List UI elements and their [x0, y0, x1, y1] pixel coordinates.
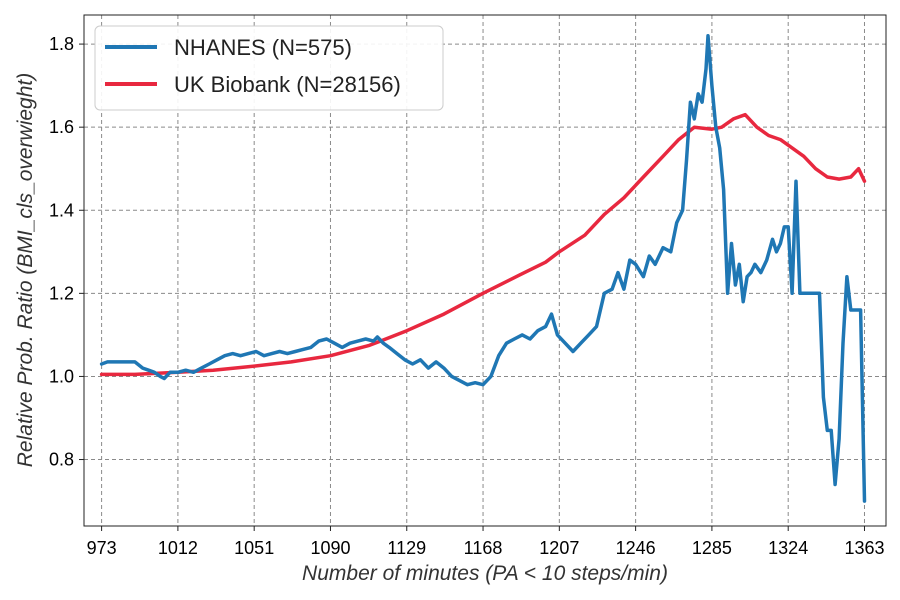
x-tick-label: 1129	[387, 538, 426, 558]
x-tick-label: 1168	[464, 538, 503, 558]
y-tick-label: 1.4	[49, 200, 74, 220]
x-tick-label: 1012	[158, 538, 198, 558]
y-tick-label: 0.8	[49, 450, 74, 470]
x-tick-label: 1285	[692, 538, 732, 558]
series-line-nhanes	[99, 34, 867, 503]
x-tick-label: 1051	[234, 538, 274, 558]
legend-label-nhanes: NHANES (N=575)	[174, 35, 352, 60]
x-tick-label: 1246	[616, 538, 656, 558]
series-line-ukbiobank	[99, 112, 867, 377]
x-tick-label: 1207	[539, 538, 579, 558]
plot-frame	[83, 14, 887, 527]
legend-label-ukbiobank: UK Biobank (N=28156)	[174, 72, 401, 97]
legend: NHANES (N=575) UK Biobank (N=28156)	[94, 25, 444, 111]
y-tick-label: 1.8	[49, 34, 74, 54]
x-tick-label: 1324	[768, 538, 808, 558]
series-lines	[99, 34, 867, 503]
y-tick-label: 1.2	[49, 283, 74, 303]
x-axis-title: Number of minutes (PA < 10 steps/min)	[302, 562, 668, 585]
x-tick-label: 1363	[844, 538, 884, 558]
x-axis-ticks: 973 1012 1051 1090 1129 1168 1207 1246 1285 1324 1…	[87, 526, 885, 558]
y-tick-label: 1.0	[49, 366, 74, 386]
y-tick-label: 1.6	[49, 117, 74, 137]
x-tick-label: 973	[87, 538, 117, 558]
y-axis-ticks: 0.8 1.0 1.2 1.4 1.6 1.8	[49, 34, 84, 470]
x-tick-label: 1090	[310, 538, 350, 558]
y-axis-title: Relative Prob. Ratio (BMI_cls_overwieght…	[14, 73, 37, 468]
legend-box	[94, 25, 444, 111]
